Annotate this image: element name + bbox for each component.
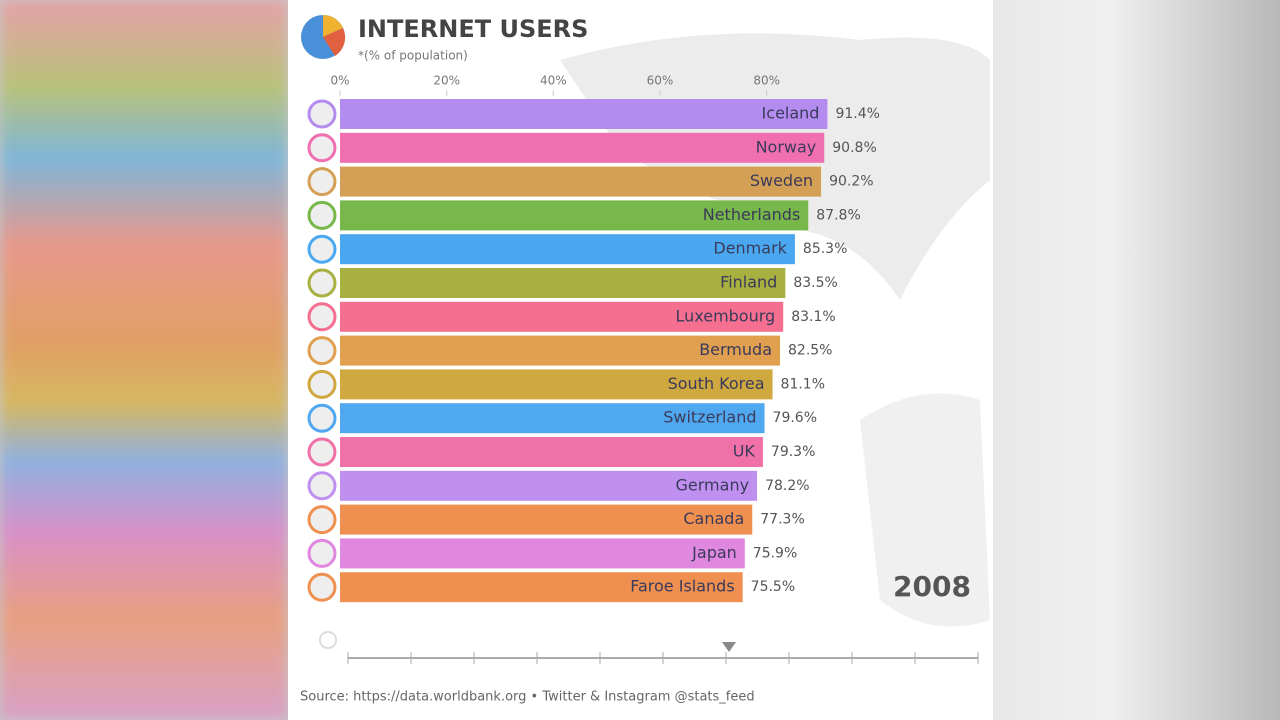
bar [340,538,745,569]
bar-label: Canada [683,509,744,528]
flag-icon [307,538,337,568]
logo [323,28,346,56]
value-label: 90.8% [832,140,876,156]
bar-label: Netherlands [703,205,801,224]
blurred-side [993,0,1280,720]
x-tick-label: 60% [647,74,674,88]
value-label: 79.3% [771,444,815,460]
bar-label: Germany [676,475,750,494]
bar-label: UK [733,442,756,461]
bar [340,234,795,265]
bar [340,403,765,434]
flag-icon [307,437,337,467]
source: Source: https://data.worldbank.org • Twi… [300,690,755,705]
flag-icon [307,167,337,197]
bar [340,99,828,129]
bar [340,301,784,332]
bar [340,504,753,535]
bar [340,166,822,197]
bar-label: Japan [691,543,737,562]
flag-icon [307,505,337,535]
value-label: 78.2% [765,478,809,494]
flag-icon [307,403,337,433]
timeline-marker [722,642,736,652]
value-label: 75.9% [753,545,797,561]
map-shape [860,393,990,627]
bar-label: South Korea [668,374,765,393]
bar [340,470,758,501]
value-label: 87.8% [816,207,860,223]
value-label: 81.1% [781,376,825,392]
bar [340,572,743,603]
value-label: 83.1% [791,309,835,325]
value-label: 90.2% [829,174,873,190]
value-label: 85.3% [803,241,847,257]
flag-icon [307,99,337,129]
play-button[interactable] [319,631,337,649]
value-label: 79.6% [773,410,817,426]
bar [340,200,809,231]
blurred-side [0,0,288,720]
flag-icon [307,369,337,399]
bar [340,132,825,163]
bar-label: Sweden [750,171,813,190]
bar-label: Finland [720,273,777,292]
bar [340,437,763,467]
year-label: 2008 [893,570,971,603]
bar-label: Bermuda [699,340,772,359]
value-label: 91.4% [835,106,879,122]
bar-label: Norway [756,137,817,156]
flag-icon [307,133,337,163]
value-label: 75.5% [751,579,795,595]
x-tick-label: 20% [433,74,460,88]
value-label: 83.5% [793,275,837,291]
flag-icon [307,572,337,602]
flag-icon [307,471,337,501]
bar [340,268,786,298]
bar [340,335,780,366]
x-tick-label: 40% [540,74,567,88]
chart-subtitle: *(% of population) [358,49,468,63]
chart-title: INTERNET USERS [358,15,588,43]
bar-label: Denmark [713,239,787,258]
x-tick-label: 80% [753,74,780,88]
bar-label: Iceland [762,104,820,123]
flag-icon [307,200,337,230]
bar [340,369,773,400]
flag-icon [307,302,337,332]
bar-label: Faroe Islands [630,577,734,596]
value-label: 82.5% [788,343,832,359]
bar-label: Luxembourg [675,306,775,325]
flag-icon [307,336,337,366]
value-label: 77.3% [760,512,804,528]
flag-icon [307,268,337,298]
flag-icon [307,234,337,264]
bar-label: Switzerland [663,408,756,427]
logo [323,15,343,37]
x-tick-label: 0% [330,74,349,88]
